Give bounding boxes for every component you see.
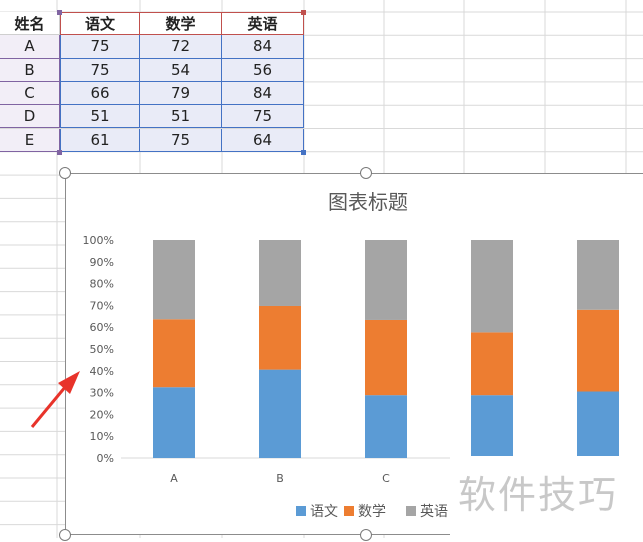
- cell-chinese[interactable]: 75: [60, 58, 140, 82]
- y-tick-label: 60%: [90, 321, 114, 334]
- data-range[interactable]: 姓名 语文 数学 英语 A 75 72 84 B 75 54 56 C 66 79 84 D 51 51 75 E 61 7…: [0, 10, 306, 155]
- y-tick-label: 90%: [90, 256, 114, 269]
- range-corner-marker[interactable]: [301, 10, 306, 15]
- bar-segment-B-语文[interactable]: [259, 369, 301, 458]
- x-tick-label: C: [382, 472, 390, 485]
- cell-english[interactable]: 64: [222, 128, 304, 152]
- legend-label[interactable]: 英语: [420, 503, 448, 520]
- cell-chinese[interactable]: 66: [60, 81, 140, 106]
- cell-name[interactable]: B: [0, 58, 60, 82]
- range-corner-marker[interactable]: [57, 150, 62, 155]
- chart-plot-area: 图表标题 0% 10% 20% 30% 40% 50% 60% 70% 80% 90% 100% A B C…: [83, 190, 643, 520]
- bar-segment-B-英语[interactable]: [259, 240, 301, 306]
- y-tick-label: 100%: [83, 234, 114, 247]
- bar-segment-A-英语[interactable]: [153, 240, 195, 320]
- y-tick-label: 20%: [90, 408, 114, 421]
- header-english[interactable]: 英语: [222, 12, 304, 36]
- chart-resize-handle-top-middle[interactable]: [360, 167, 372, 179]
- header-math[interactable]: 数学: [140, 12, 222, 36]
- header-name[interactable]: 姓名: [0, 12, 60, 36]
- bar-segment-C-数学[interactable]: [365, 319, 407, 396]
- cell-math[interactable]: 51: [140, 105, 222, 129]
- legend-swatch: [344, 506, 354, 516]
- bar-segment-A-数学[interactable]: [153, 319, 195, 388]
- legend-swatch: [296, 506, 306, 516]
- watermark-text: 软件技巧: [450, 456, 643, 538]
- cell-chinese[interactable]: 61: [60, 128, 140, 152]
- cell-name[interactable]: A: [0, 35, 60, 59]
- y-tick-label: 0%: [97, 452, 114, 465]
- range-corner-marker[interactable]: [301, 150, 306, 155]
- bar-segment-B-数学[interactable]: [259, 305, 301, 370]
- bar-segment-A-语文[interactable]: [153, 387, 195, 458]
- chart-title[interactable]: 图表标题: [328, 190, 408, 214]
- y-tick-label: 50%: [90, 343, 114, 356]
- chart-resize-handle-bottom-left[interactable]: [59, 529, 71, 541]
- cell-math[interactable]: 79: [140, 81, 222, 106]
- cell-name[interactable]: E: [0, 128, 60, 152]
- cell-english[interactable]: 84: [222, 35, 304, 59]
- legend-label[interactable]: 语文: [310, 504, 338, 520]
- cell-chinese[interactable]: 75: [60, 35, 140, 59]
- y-tick-label: 30%: [90, 387, 114, 400]
- cell-english[interactable]: 84: [222, 81, 304, 106]
- cell-math[interactable]: 75: [140, 128, 222, 152]
- cell-name[interactable]: D: [0, 105, 60, 129]
- y-tick-label: 70%: [90, 299, 114, 312]
- x-tick-label: B: [276, 472, 284, 485]
- legend-label[interactable]: 数学: [358, 504, 386, 520]
- cell-math[interactable]: 72: [140, 35, 222, 59]
- cell-name[interactable]: C: [0, 81, 60, 106]
- bar-segment-C-语文[interactable]: [365, 395, 407, 458]
- y-tick-label: 80%: [90, 278, 114, 291]
- cell-english[interactable]: 75: [222, 105, 304, 129]
- y-tick-label: 10%: [90, 430, 114, 443]
- bar-segment-D-数学[interactable]: [471, 332, 513, 396]
- bar-segment-C-英语[interactable]: [365, 240, 407, 320]
- chart-resize-handle-top-left[interactable]: [59, 167, 71, 179]
- y-tick-label: 40%: [90, 365, 114, 378]
- cell-english[interactable]: 56: [222, 58, 304, 82]
- stacked-percent-bar-chart[interactable]: 图表标题 0% 10% 20% 30% 40% 50% 60% 70% 80% 90% 100% A B C…: [65, 173, 643, 535]
- cell-math[interactable]: 54: [140, 58, 222, 82]
- bar-segment-E-英语[interactable]: [577, 240, 619, 310]
- bar-segment-E-数学[interactable]: [577, 309, 619, 392]
- cell-chinese[interactable]: 51: [60, 105, 140, 129]
- legend-swatch: [406, 506, 416, 516]
- bar-segment-D-语文[interactable]: [471, 395, 513, 458]
- bar-segment-E-语文[interactable]: [577, 391, 619, 458]
- chart-resize-handle-bottom-middle[interactable]: [360, 529, 372, 541]
- range-corner-marker[interactable]: [57, 10, 62, 15]
- bar-segment-D-英语[interactable]: [471, 240, 513, 333]
- x-tick-label: A: [170, 472, 178, 485]
- header-chinese[interactable]: 语文: [60, 12, 140, 36]
